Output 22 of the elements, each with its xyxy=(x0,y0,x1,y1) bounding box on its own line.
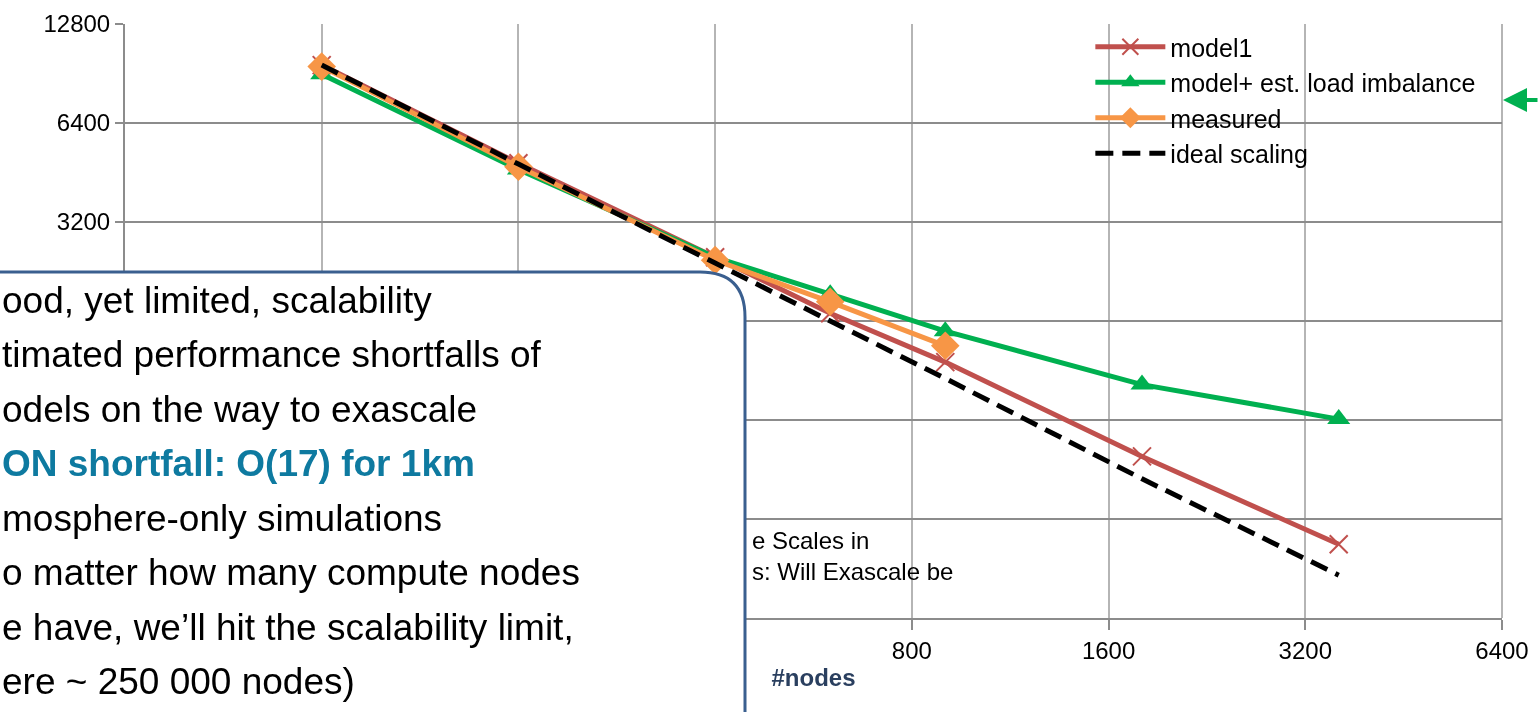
annotation: ON shortfall: O(17) for 1km xyxy=(2,443,475,484)
x-tick-label: 1600 xyxy=(1081,636,1136,664)
legend-label: model1 xyxy=(1170,33,1253,62)
y-tick-label: 3200 xyxy=(56,208,111,236)
y-tick-label: 12800 xyxy=(43,10,111,38)
legend-label: model+ est. load imbalance xyxy=(1170,69,1476,97)
annotation: timated performance shortfalls of xyxy=(2,334,542,375)
annotation: s: Will Exascale be xyxy=(752,558,954,585)
annotation: o matter how many compute nodes xyxy=(2,552,580,593)
annotation: mosphere-only simulations xyxy=(2,498,443,539)
annotation: odels on the way to exascale xyxy=(2,389,478,430)
legend-label: ideal scaling xyxy=(1170,140,1308,168)
y-tick-label: 6400 xyxy=(56,109,111,137)
text: ere ~ 250 000 nodes) xyxy=(2,661,355,702)
x-tick-label: 800 xyxy=(891,636,932,664)
annotation: e have, we’ll hit the scalability limit, xyxy=(2,607,574,648)
x-axis-title: #nodes xyxy=(771,663,856,691)
annotation: ood, yet limited, scalability xyxy=(2,280,433,321)
annotation: e Scales in xyxy=(752,527,870,554)
legend-label: measured xyxy=(1170,104,1282,133)
x-tick-label: 6400 xyxy=(1475,636,1529,664)
x-tick-label: 3200 xyxy=(1278,636,1332,664)
